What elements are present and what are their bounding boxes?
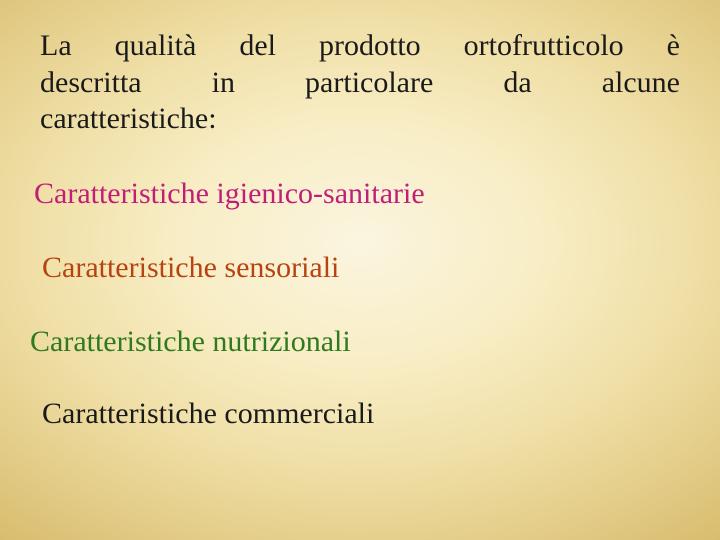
intro-line-3: caratteristiche: (40, 101, 680, 138)
characteristic-commercial-text: Caratteristiche commerciali (42, 397, 374, 430)
intro-line-1: La qualità del prodotto ortofrutticolo è (40, 28, 680, 65)
characteristic-sensory-text: Caratteristiche sensoriali (42, 251, 339, 284)
slide: La qualità del prodotto ortofrutticolo è… (0, 0, 720, 540)
characteristic-nutritional: Caratteristiche nutrizionali (30, 324, 680, 360)
characteristic-sensory: Caratteristiche sensoriali (42, 250, 680, 286)
intro-paragraph: La qualità del prodotto ortofrutticolo è… (40, 28, 680, 138)
characteristic-nutritional-text: Caratteristiche nutrizionali (30, 325, 351, 358)
characteristic-hygienic: Caratteristiche igienico-sanitarie (34, 176, 680, 212)
characteristic-commercial: Caratteristiche commerciali (42, 396, 680, 432)
intro-line-2: descritta in particolare da alcune (40, 65, 680, 102)
characteristic-hygienic-text: Caratteristiche igienico-sanitarie (34, 177, 425, 210)
